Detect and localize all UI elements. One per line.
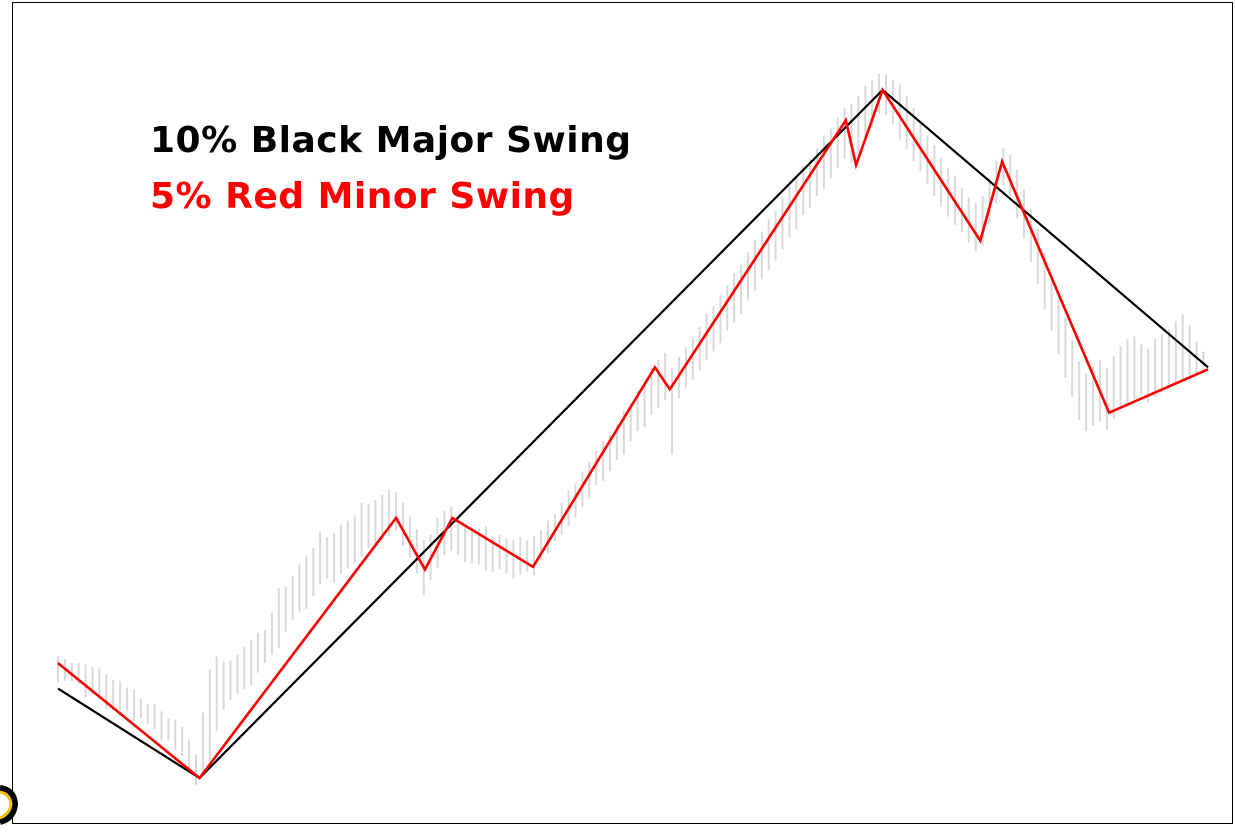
- legend-major-swing: 10% Black Major Swing: [150, 120, 632, 161]
- major-swing-line: [57, 88, 1209, 780]
- swing-lines-layer: [57, 87, 1209, 780]
- minor-swing-line: [57, 87, 1209, 780]
- chart-frame: [12, 2, 1233, 824]
- corner-logo-icon: [0, 785, 18, 825]
- legend-minor-swing: 5% Red Minor Swing: [150, 176, 575, 217]
